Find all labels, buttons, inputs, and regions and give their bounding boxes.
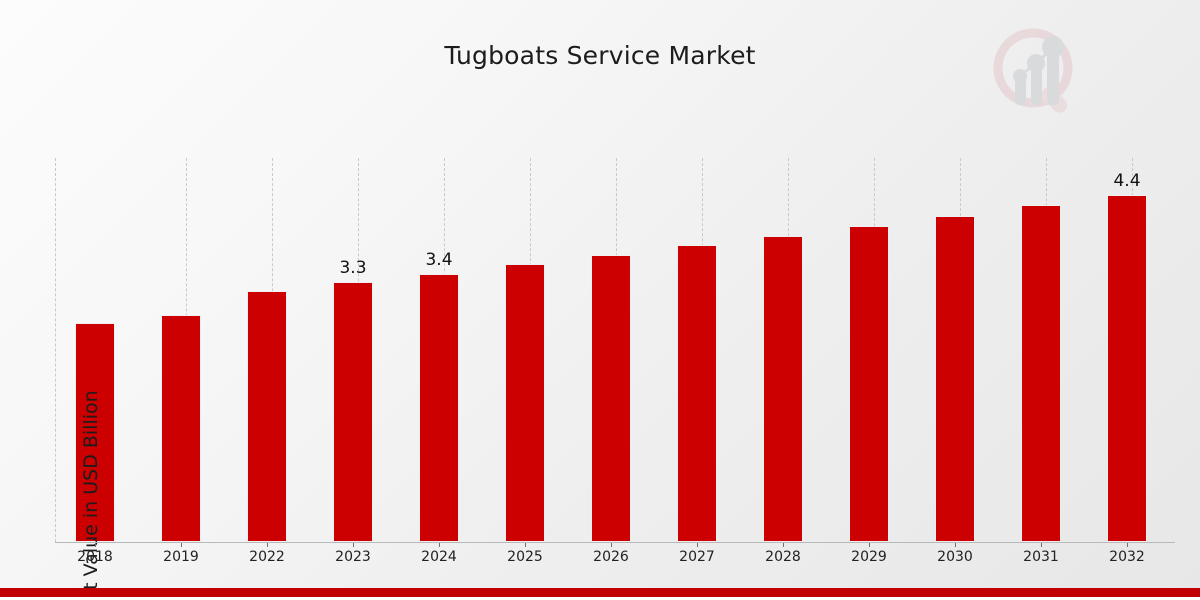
x-tick-mark bbox=[611, 543, 612, 547]
x-tick-mark bbox=[267, 543, 268, 547]
bar-2030[interactable] bbox=[935, 216, 975, 542]
bar-2024[interactable] bbox=[419, 274, 459, 542]
x-tick-label-2027: 2027 bbox=[679, 549, 715, 565]
x-tick-mark bbox=[353, 543, 354, 547]
x-tick-label-2026: 2026 bbox=[593, 549, 629, 565]
x-axis-line bbox=[55, 542, 1175, 543]
x-tick-label-2025: 2025 bbox=[507, 549, 543, 565]
x-tick-mark bbox=[439, 543, 440, 547]
x-tick-mark bbox=[525, 543, 526, 547]
x-tick-mark bbox=[1127, 543, 1128, 547]
magnifier-icon bbox=[993, 28, 1073, 113]
bar-chart-icon bbox=[1015, 51, 1059, 105]
x-tick-label-2019: 2019 bbox=[163, 549, 199, 565]
plot-area: 3.3 3.4 4.4 Market Value in USD Billion bbox=[55, 158, 1175, 600]
bar-2032[interactable] bbox=[1107, 195, 1147, 542]
y-axis-title: Market Value in USD Billion bbox=[80, 390, 102, 600]
footer-white-strip bbox=[0, 597, 1200, 600]
x-tick-label-2024: 2024 bbox=[421, 549, 457, 565]
bar-2025[interactable] bbox=[505, 264, 545, 542]
bar-2019[interactable] bbox=[161, 315, 201, 542]
x-tick-label-2028: 2028 bbox=[765, 549, 801, 565]
x-tick-mark bbox=[955, 543, 956, 547]
bar-value-label-2024: 3.4 bbox=[425, 250, 453, 270]
bar-2022[interactable] bbox=[247, 291, 287, 542]
footer-accent-band bbox=[0, 588, 1200, 597]
bar-2028[interactable] bbox=[763, 236, 803, 542]
x-tick-label-2032: 2032 bbox=[1109, 549, 1145, 565]
x-tick-mark bbox=[181, 543, 182, 547]
x-tick-label-2018: 2018 bbox=[77, 549, 113, 565]
bar-2031[interactable] bbox=[1021, 205, 1061, 542]
x-tick-mark bbox=[869, 543, 870, 547]
x-tick-mark bbox=[95, 543, 96, 547]
chart-title: Tugboats Service Market bbox=[444, 41, 756, 70]
bar-value-label-2023: 3.3 bbox=[339, 258, 367, 278]
bar-2029[interactable] bbox=[849, 226, 889, 542]
trend-dots-icon bbox=[1013, 36, 1064, 83]
bar-2023[interactable] bbox=[333, 282, 373, 542]
bar-2027[interactable] bbox=[677, 245, 717, 542]
x-tick-label-2022: 2022 bbox=[249, 549, 285, 565]
x-tick-label-2031: 2031 bbox=[1023, 549, 1059, 565]
x-tick-label-2030: 2030 bbox=[937, 549, 973, 565]
bar-2018[interactable] bbox=[75, 323, 115, 542]
bar-2026[interactable] bbox=[591, 255, 631, 542]
x-tick-mark bbox=[783, 543, 784, 547]
x-tick-label-2029: 2029 bbox=[851, 549, 887, 565]
x-tick-mark bbox=[697, 543, 698, 547]
logo-watermark bbox=[983, 22, 1095, 126]
x-tick-label-2023: 2023 bbox=[335, 549, 371, 565]
gridline bbox=[55, 158, 57, 542]
x-tick-mark bbox=[1041, 543, 1042, 547]
bar-value-label-2032: 4.4 bbox=[1113, 171, 1141, 191]
